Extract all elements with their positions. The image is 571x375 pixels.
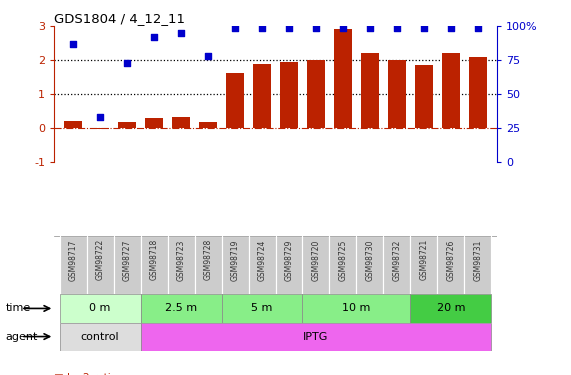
Point — [123, 60, 132, 66]
Bar — [140, 236, 167, 294]
Bar — [59, 236, 87, 294]
Bar — [172, 117, 190, 128]
Point — [419, 25, 428, 31]
Bar — [307, 60, 325, 128]
Text: time: time — [6, 303, 31, 313]
Text: IPTG: IPTG — [303, 332, 329, 342]
Text: GSM98717: GSM98717 — [69, 239, 78, 280]
Bar — [195, 236, 222, 294]
Bar — [280, 62, 297, 128]
Bar — [65, 121, 82, 128]
Bar — [87, 236, 114, 294]
Point — [365, 25, 375, 31]
Text: ■ log2 ratio: ■ log2 ratio — [54, 373, 118, 375]
Bar — [303, 236, 329, 294]
Text: GDS1804 / 4_12_11: GDS1804 / 4_12_11 — [54, 12, 185, 25]
Point — [231, 25, 240, 31]
Text: GSM98731: GSM98731 — [473, 239, 482, 280]
Text: GSM98725: GSM98725 — [339, 239, 348, 280]
Bar — [388, 60, 406, 128]
Point — [473, 25, 482, 31]
Text: GSM98726: GSM98726 — [447, 239, 456, 280]
Point — [392, 25, 401, 31]
Bar — [91, 128, 109, 129]
Bar — [356, 236, 384, 294]
Bar — [118, 122, 136, 128]
Bar — [145, 118, 163, 128]
Point — [176, 30, 186, 36]
Text: GSM98720: GSM98720 — [312, 239, 320, 280]
Bar — [437, 236, 464, 294]
Bar — [248, 236, 275, 294]
Point — [339, 25, 348, 31]
Point — [258, 25, 267, 31]
Text: GSM98732: GSM98732 — [392, 239, 401, 280]
Text: 0 m: 0 m — [90, 303, 111, 313]
Bar — [222, 294, 303, 322]
Text: GSM98727: GSM98727 — [123, 239, 131, 280]
Text: GSM98722: GSM98722 — [95, 239, 104, 280]
Bar — [361, 53, 379, 128]
Bar — [275, 236, 303, 294]
Text: control: control — [81, 332, 119, 342]
Text: GSM98723: GSM98723 — [176, 239, 186, 280]
Bar — [222, 236, 248, 294]
Bar — [415, 65, 433, 128]
Bar — [464, 236, 492, 294]
Bar — [59, 294, 140, 322]
Point — [95, 114, 104, 120]
Text: 20 m: 20 m — [437, 303, 465, 313]
Bar — [469, 57, 486, 128]
Text: 2.5 m: 2.5 m — [165, 303, 197, 313]
Bar — [226, 73, 244, 128]
Text: GSM98718: GSM98718 — [150, 239, 159, 280]
Bar — [411, 236, 437, 294]
Bar — [384, 236, 411, 294]
Bar — [334, 29, 352, 128]
Text: GSM98730: GSM98730 — [365, 239, 375, 280]
Bar — [114, 236, 140, 294]
Point — [311, 25, 320, 31]
Point — [150, 34, 159, 40]
Text: GSM98724: GSM98724 — [258, 239, 267, 280]
Bar — [140, 294, 222, 322]
Bar — [59, 322, 140, 351]
Point — [203, 53, 212, 59]
Bar — [140, 322, 492, 351]
Text: GSM98719: GSM98719 — [231, 239, 239, 280]
Text: GSM98728: GSM98728 — [203, 239, 212, 280]
Bar — [199, 122, 217, 128]
Point — [69, 41, 78, 47]
Bar — [254, 64, 271, 128]
Bar — [303, 294, 411, 322]
Bar — [329, 236, 356, 294]
Text: GSM98721: GSM98721 — [420, 239, 428, 280]
Text: 10 m: 10 m — [342, 303, 371, 313]
Bar — [411, 294, 492, 322]
Bar — [442, 53, 460, 128]
Bar — [167, 236, 195, 294]
Text: GSM98729: GSM98729 — [284, 239, 293, 280]
Text: agent: agent — [6, 332, 38, 342]
Point — [284, 25, 293, 31]
Point — [447, 25, 456, 31]
Text: 5 m: 5 m — [251, 303, 273, 313]
